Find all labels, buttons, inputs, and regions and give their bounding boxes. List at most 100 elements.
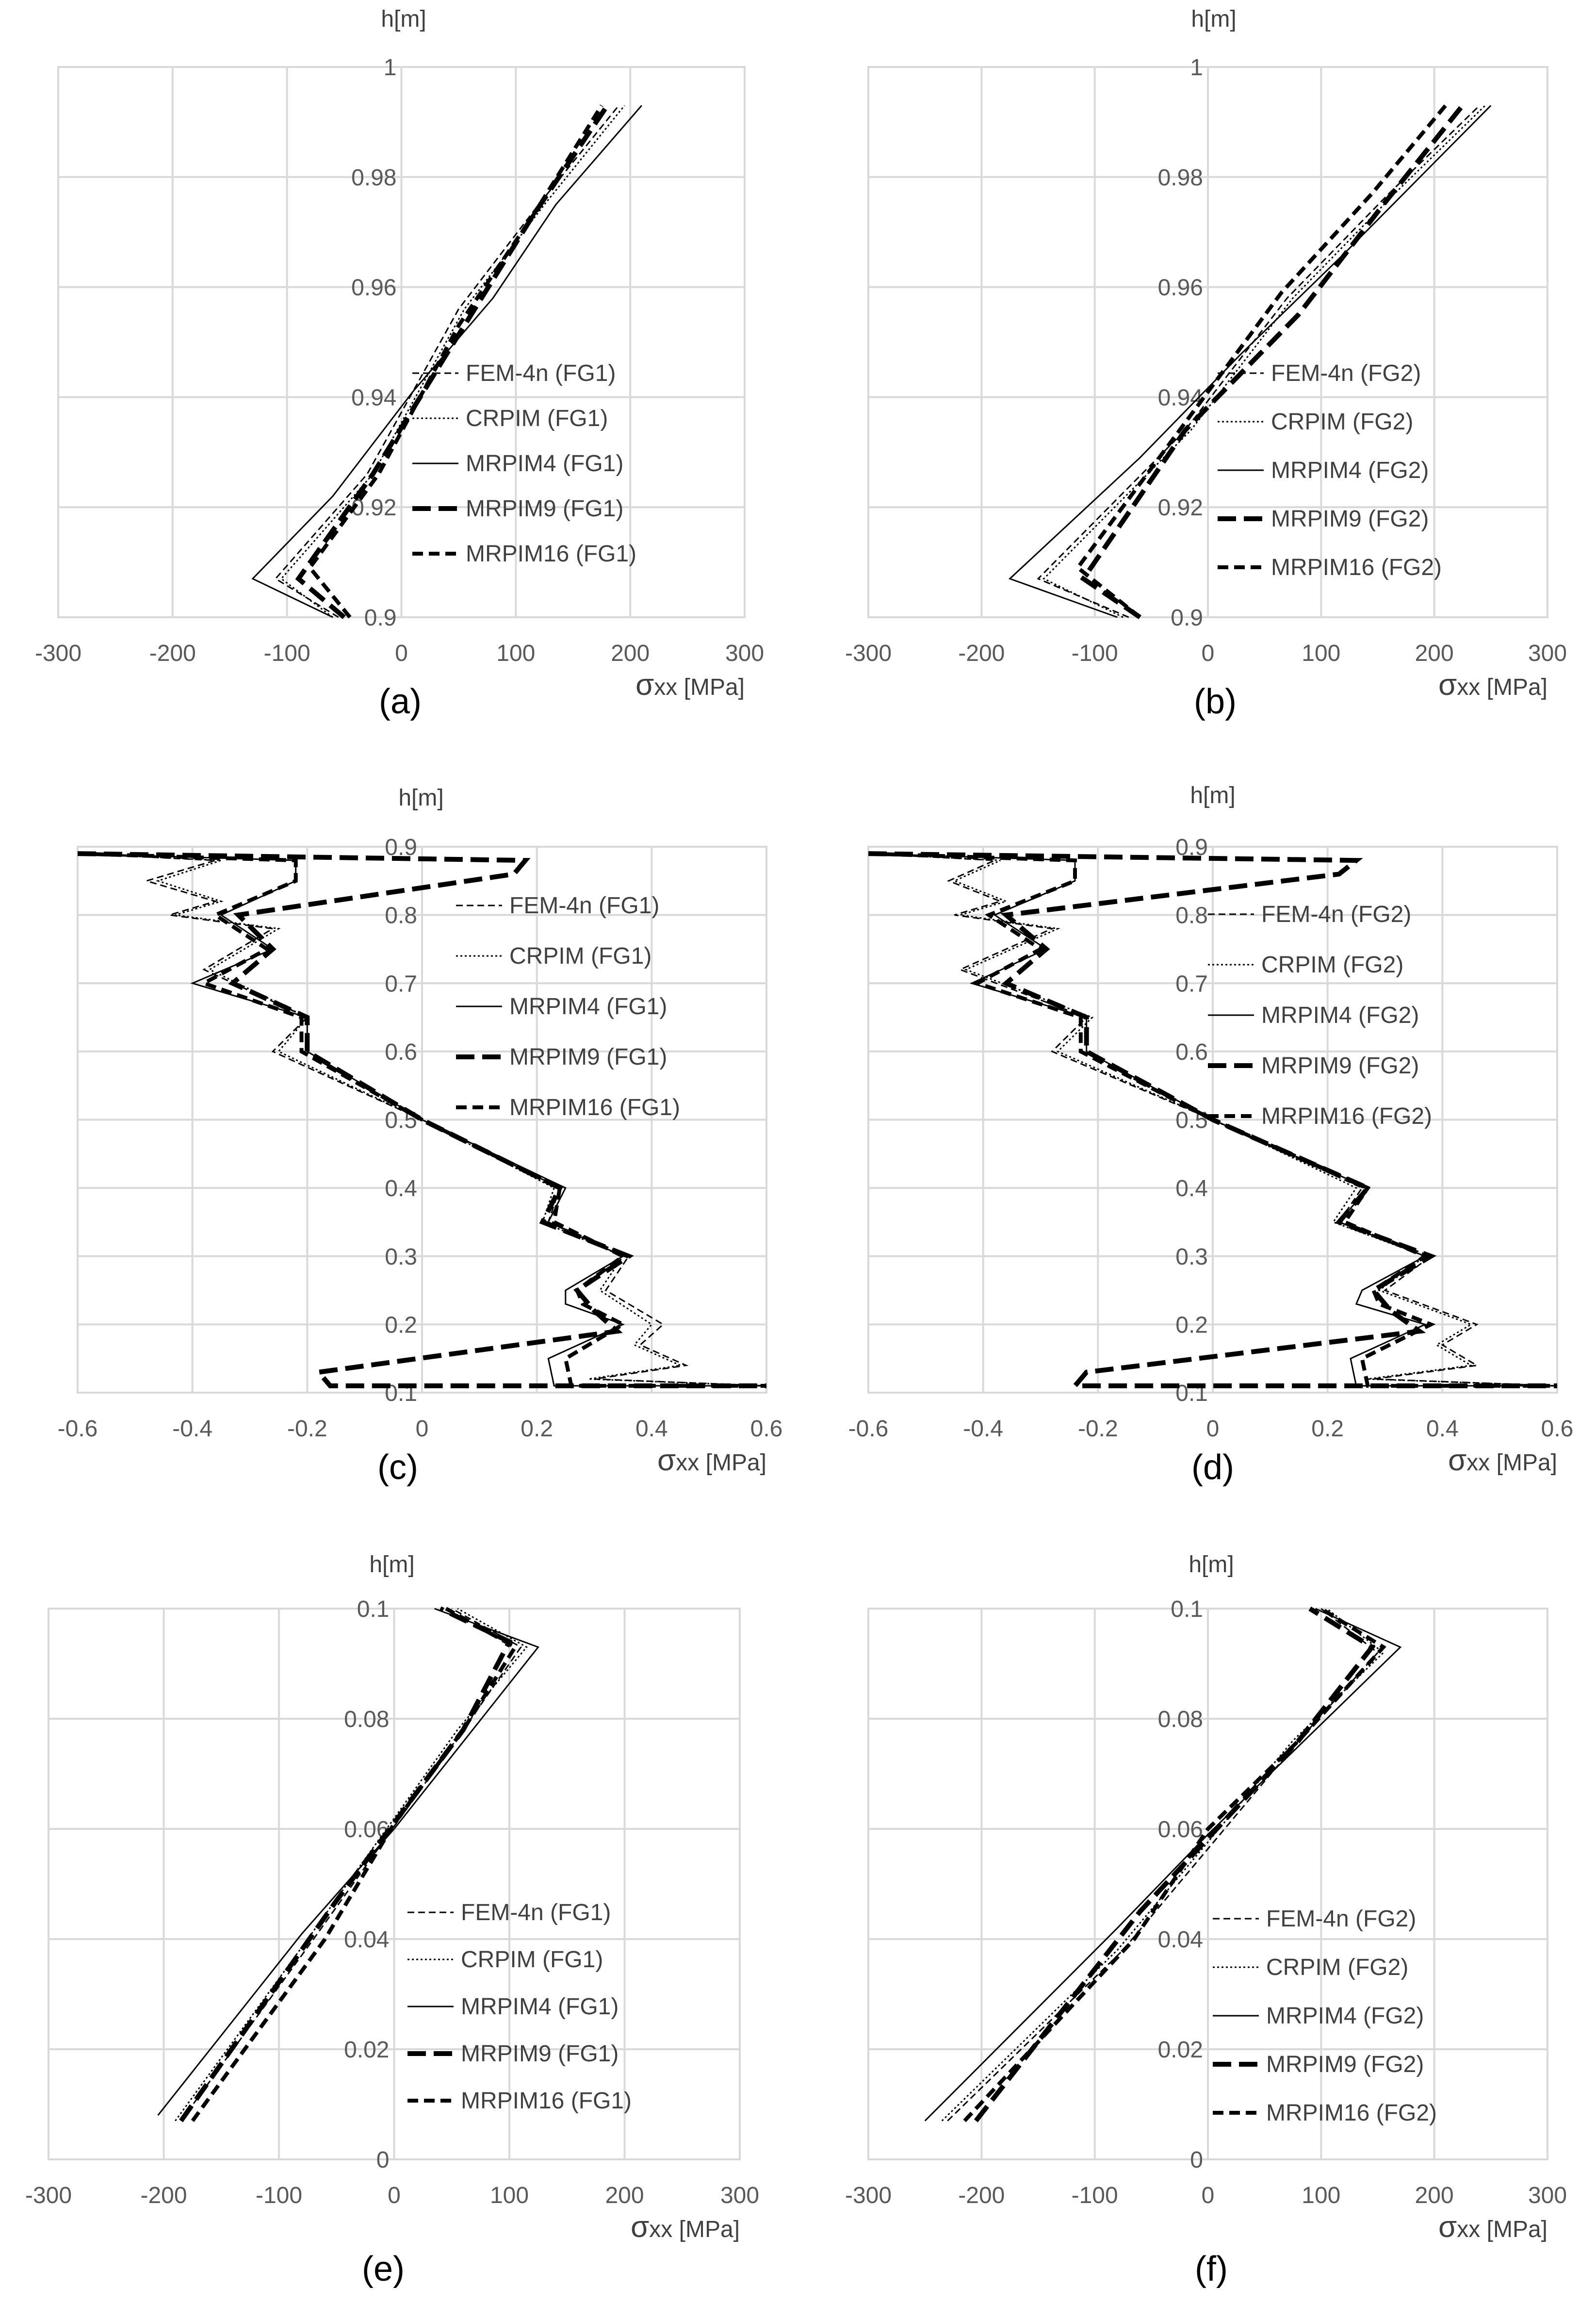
x-axis-title: σxx [MPa] [1438,668,1547,702]
legend-label: CRPIM (FG1) [461,1947,603,1973]
chart-panel-e: -300 -200 -100 0 100 200 30000.020.040.060.080… [25,1552,759,2288]
y-tick-label: 0 [1190,2147,1203,2173]
y-tick-label: 0.08 [1158,1707,1203,1732]
legend-label: MRPIM9 (FG2) [1271,506,1429,532]
x-tick-label: -0.6 [848,1416,889,1442]
legend: FEM-4n (FG1) CRPIM (FG1) MRPIM4 (FG1) MRPIM… [412,361,636,567]
y-tick-label: 0.06 [1158,1817,1203,1842]
legend-label: MRPIM16 (FG2) [1266,2100,1437,2126]
legend: FEM-4n (FG2) CRPIM (FG2) MRPIM4 (FG2) MRPIM… [1218,361,1442,580]
legend: FEM-4n (FG2) CRPIM (FG2) MRPIM4 (FG2) MRPIM… [1208,902,1432,1129]
legend-label: MRPIM9 (FG2) [1261,1053,1419,1079]
x-axis-title: σxx [MPa] [1448,1444,1557,1477]
legend-label: MRPIM16 (FG2) [1271,555,1442,580]
series-line-3 [1008,105,1492,618]
x-tick-label: -0.2 [1078,1416,1118,1442]
y-tick-label: 0.02 [1158,2037,1203,2063]
x-axis-title: σxx [MPa] [1438,2210,1547,2244]
x-tick-label: 300 [720,2183,759,2208]
series-group [1008,104,1492,620]
legend-label: CRPIM (FG2) [1266,1955,1408,1980]
series-line-5 [963,1607,1386,2122]
y-tick-label: 0.7 [385,971,417,997]
x-tick-label: -300 [25,2183,72,2208]
y-tick-label: 0.92 [1158,495,1203,521]
legend-label: MRPIM16 (FG1) [509,1095,680,1120]
x-tick-label: -0.4 [172,1416,212,1442]
panel-label: (c) [377,1448,418,1487]
legend-label: MRPIM4 (FG1) [509,994,667,1020]
x-tick-label: -200 [958,2183,1005,2208]
series-line-3 [924,1608,1402,2122]
x-axis-title-rest: xx [MPa] [1457,2217,1547,2242]
x-tick-label: 100 [1302,641,1340,666]
y-tick-label: 0.7 [1175,971,1208,997]
x-axis-title-rest: xx [MPa] [654,674,745,700]
legend-label: CRPIM (FG2) [1261,952,1403,978]
x-tick-label: 0.6 [750,1416,783,1442]
x-axis-title-rest: xx [MPa] [676,1450,766,1476]
chart-panel-f: -300 -200 -100 0 100 200 300 0 0.02 0.04 0.06 0.08 0… [845,1552,1567,2288]
panel-label: (d) [1191,1448,1234,1487]
legend-label: CRPIM (FG1) [466,406,608,431]
y-tick-label: 0.96 [1158,275,1203,301]
legend-label: MRPIM16 (FG2) [1261,1103,1432,1129]
x-tick-label: 0 [395,641,408,666]
x-tick-label: 100 [1302,2183,1340,2208]
y-tick-label: 0.98 [351,165,396,191]
x-tick-label: -200 [149,641,196,666]
series-line-5 [868,852,1557,1388]
x-axis-title-sigma: σ [1438,668,1457,702]
series-line-5 [1075,104,1448,619]
x-tick-label: 200 [605,2183,644,2208]
x-axis-title: σxx [MPa] [635,668,745,702]
x-tick-label: 0.4 [635,1416,668,1442]
x-tick-label: 0 [416,1416,429,1442]
series-line-5 [191,1607,518,2122]
x-axis-title: σxx [MPa] [657,1444,766,1477]
x-tick-label: -100 [264,641,310,666]
x-tick-label: -100 [256,2183,302,2208]
series-group [251,104,642,619]
x-axis-title-rest: xx [MPa] [1466,1450,1557,1476]
legend-label: FEM-4n (FG1) [509,893,659,919]
legend-label: FEM-4n (FG2) [1266,1906,1416,1932]
y-tick-label: 0.94 [351,385,396,411]
y-axis-title: h[m] [1191,6,1236,32]
series-line-1 [78,853,766,1387]
y-tick-label: 0.9 [364,605,397,631]
series-line-2 [78,853,766,1387]
y-tick-label: 0.6 [385,1039,417,1065]
x-tick-label: -100 [1072,641,1118,666]
x-axis-title-sigma: σ [1438,2210,1457,2244]
legend-label: MRPIM4 (FG1) [466,451,623,477]
series-group [868,851,1557,1388]
y-tick-label: 0.1 [357,1596,390,1622]
legend-label: MRPIM4 (FG1) [461,1994,619,2020]
x-axis-title: σxx [MPa] [631,2210,740,2244]
x-tick-label: 300 [1528,2183,1567,2208]
x-tick-label: 300 [1528,641,1567,666]
x-tick-label: -0.2 [287,1416,327,1442]
y-tick-label: 0.96 [351,275,396,301]
legend-label: MRPIM4 (FG2) [1261,1003,1419,1028]
legend-label: FEM-4n (FG1) [466,361,616,386]
x-tick-label: 0.4 [1426,1416,1459,1442]
x-axis-title-sigma: σ [635,668,654,702]
chart-panel-a: -300 -200 -100 0 100 200 300 0.9 0.92 0.94 0.96 0.9… [35,6,764,721]
y-tick-label: 0.8 [1175,903,1208,929]
y-tick-label: 0.3 [1175,1244,1208,1270]
x-tick-label: 200 [611,641,650,666]
legend-label: FEM-4n (FG2) [1261,902,1411,927]
x-tick-label: 200 [1415,2183,1454,2208]
y-tick-label: 1 [1190,55,1203,81]
series-line-4 [974,1606,1376,2122]
series-line-4 [78,851,766,1388]
y-tick-label: 0.4 [1175,1176,1208,1201]
x-axis-title-sigma: σ [657,1444,676,1477]
x-tick-label: -300 [845,641,892,666]
legend-label: MRPIM9 (FG1) [461,2041,619,2067]
x-tick-label: 300 [725,641,764,666]
series-line-4 [179,1606,513,2122]
panel-label: (e) [362,2250,405,2288]
